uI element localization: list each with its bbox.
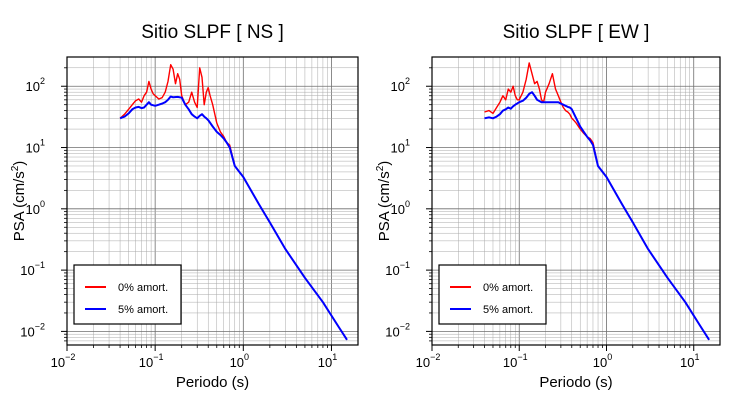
x-tick-exponent: −1	[517, 352, 527, 362]
x-tick-exponent: −2	[430, 352, 440, 362]
x-tick-exponent: −1	[153, 352, 163, 362]
y-tick-label: 10−2	[20, 321, 45, 339]
y-axis-label: PSA (cm/s2)	[10, 161, 28, 242]
y-tick-exponent: 1	[40, 138, 45, 148]
y-axis-label-superscript: 2	[10, 165, 21, 171]
y-tick-base: 10	[391, 79, 405, 94]
y-tick-base: 10	[385, 324, 399, 339]
y-tick-exponent: −1	[35, 260, 45, 270]
x-tick-label: 10−2	[416, 352, 441, 370]
legend: 0% amort. 5% amort.	[438, 264, 547, 325]
x-tick-exponent: −2	[65, 352, 75, 362]
grid	[67, 57, 358, 345]
y-tick-exponent: −1	[400, 260, 410, 270]
y-tick-base: 10	[26, 141, 40, 156]
x-tick-base: 10	[503, 355, 517, 370]
y-axis-label-close: )	[376, 161, 393, 166]
x-tick-base: 10	[680, 355, 694, 370]
y-tick-exponent: 2	[40, 76, 45, 86]
y-tick-exponent: −2	[35, 321, 45, 331]
x-tick-base: 10	[318, 355, 332, 370]
y-tick-exponent: 0	[40, 199, 45, 209]
y-axis-label-text: PSA (cm/s	[376, 171, 393, 241]
y-tick-base: 10	[26, 202, 40, 217]
y-tick-label: 102	[26, 76, 45, 94]
legend-box	[73, 264, 182, 325]
x-tick-label: 100	[230, 352, 249, 370]
plot-frame	[431, 56, 721, 346]
legend: 0% amort. 5% amort.	[73, 264, 182, 325]
y-tick-label: 10−1	[20, 260, 45, 278]
x-axis-label: Periodo (s)	[539, 374, 612, 391]
x-tick-exponent: 0	[607, 352, 612, 362]
legend-label: 5% amort.	[118, 304, 168, 316]
plot-frame	[66, 56, 359, 346]
y-tick-exponent: −2	[400, 321, 410, 331]
chart-title: Sitio SLPF [ NS ]	[141, 22, 284, 43]
y-tick-label: 101	[26, 138, 45, 156]
x-tick-label: 10−2	[51, 352, 76, 370]
y-tick-base: 10	[385, 263, 399, 278]
y-axis-label-superscript: 2	[375, 165, 386, 171]
y-tick-label: 10−1	[385, 260, 410, 278]
x-tick-exponent: 1	[332, 352, 337, 362]
series-line-5pct	[119, 95, 348, 341]
y-tick-base: 10	[20, 263, 34, 278]
x-tick-label: 101	[318, 352, 337, 370]
legend-label: 5% amort.	[483, 304, 533, 316]
x-tick-exponent: 1	[694, 352, 699, 362]
x-tick-exponent: 0	[244, 352, 249, 362]
x-tick-label: 10−1	[503, 352, 528, 370]
legend-label: 0% amort.	[483, 282, 533, 294]
y-axis-label-close: )	[11, 161, 28, 166]
y-tick-label: 100	[391, 199, 410, 217]
y-tick-base: 10	[391, 202, 405, 217]
x-axis-label: Periodo (s)	[176, 374, 249, 391]
y-tick-exponent: 2	[405, 76, 410, 86]
y-tick-label: 102	[391, 76, 410, 94]
x-tick-base: 10	[416, 355, 430, 370]
x-tick-base: 10	[230, 355, 244, 370]
y-tick-label: 100	[26, 199, 45, 217]
y-axis-label-text: PSA (cm/s	[11, 171, 28, 241]
y-tick-exponent: 1	[405, 138, 410, 148]
x-tick-label: 101	[680, 352, 699, 370]
y-tick-exponent: 0	[405, 199, 410, 209]
y-tick-base: 10	[391, 141, 405, 156]
x-tick-base: 10	[593, 355, 607, 370]
series-line-5pct	[484, 91, 710, 341]
x-tick-label: 100	[593, 352, 612, 370]
chart-title: Sitio SLPF [ EW ]	[503, 22, 650, 43]
x-tick-base: 10	[51, 355, 65, 370]
x-tick-base: 10	[139, 355, 153, 370]
y-tick-label: 10−2	[385, 321, 410, 339]
legend-box	[438, 264, 547, 325]
y-axis-label: PSA (cm/s2)	[375, 161, 393, 242]
y-tick-base: 10	[26, 79, 40, 94]
y-tick-base: 10	[20, 324, 34, 339]
x-tick-label: 10−1	[139, 352, 164, 370]
legend-label: 0% amort.	[118, 282, 168, 294]
y-tick-label: 101	[391, 138, 410, 156]
grid	[432, 57, 720, 345]
